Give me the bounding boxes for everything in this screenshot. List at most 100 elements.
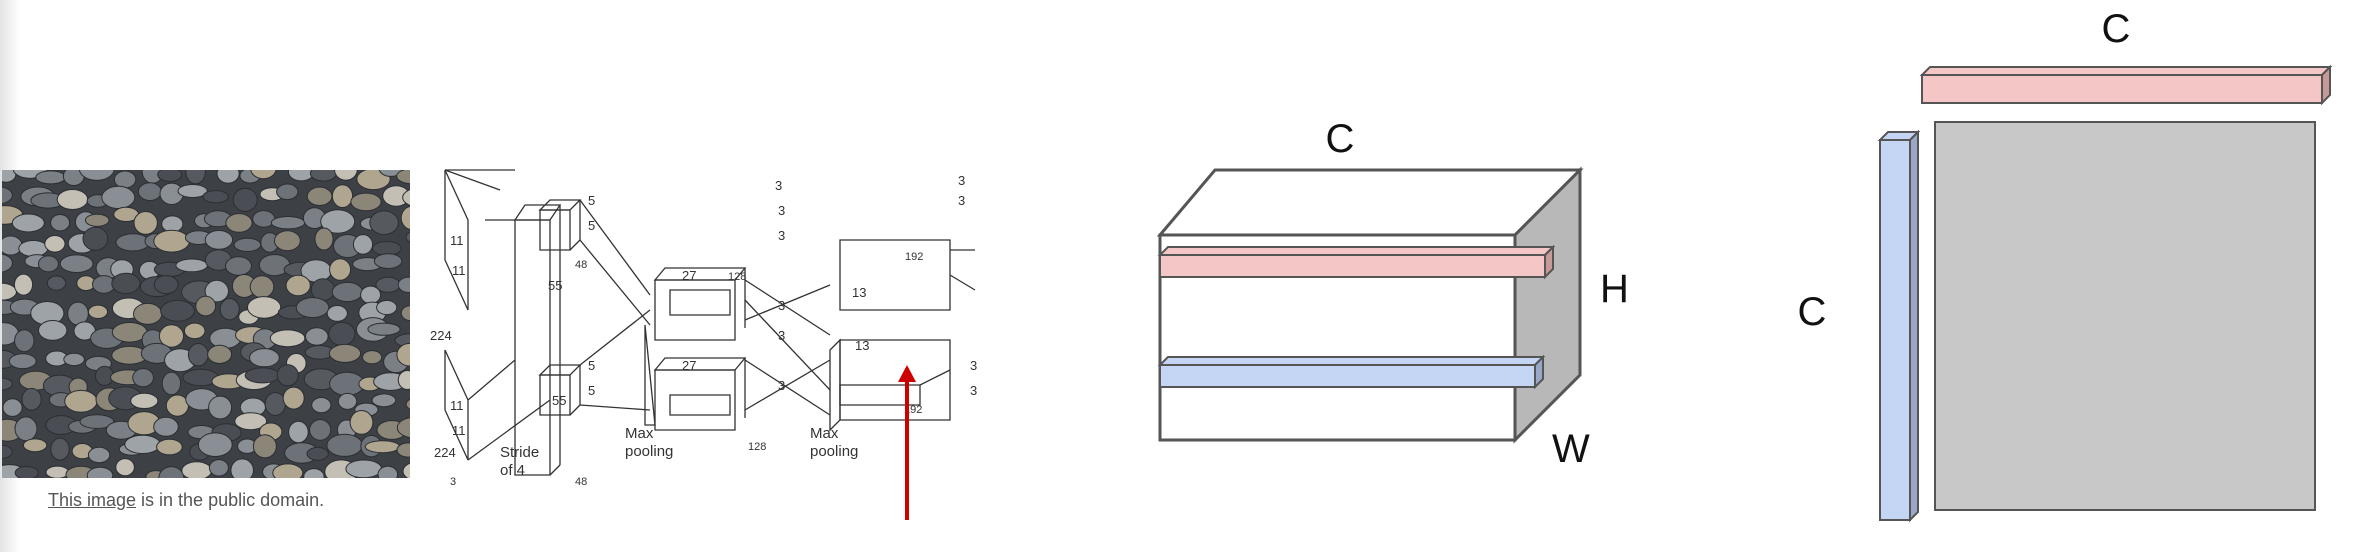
pebble	[269, 329, 306, 348]
pebbles-photo	[2, 170, 410, 478]
pebble	[59, 254, 94, 273]
pebble	[282, 386, 305, 410]
pebble	[46, 275, 67, 291]
gram-label-top-c: C	[2102, 7, 2131, 51]
pebble	[158, 324, 185, 348]
pebble	[270, 216, 306, 230]
conv3-kernel-4: 3	[970, 383, 977, 398]
gram-pink-bar	[1919, 64, 2333, 106]
pebble	[233, 237, 262, 253]
pebble	[225, 256, 252, 276]
conv2-size-label: 27	[682, 268, 696, 283]
conv2-kernel-6: 3	[778, 378, 785, 393]
pebble	[185, 170, 206, 185]
conv1-kernel-top	[539, 209, 571, 251]
pebble	[79, 414, 115, 429]
pebble	[133, 211, 158, 235]
pebble	[165, 394, 189, 417]
pebble	[396, 442, 410, 458]
pebble	[111, 272, 141, 295]
pebble	[396, 170, 410, 185]
pebble	[373, 253, 403, 269]
pebble	[82, 226, 109, 251]
pebble	[13, 273, 34, 296]
stride-label-1: Stride	[500, 444, 539, 461]
pebble	[161, 371, 182, 396]
pebble	[44, 235, 66, 253]
pebble	[2, 170, 17, 183]
cube-label-h: H	[1600, 267, 1629, 311]
pebble	[130, 392, 159, 409]
pebble	[2, 444, 13, 459]
pebble	[204, 230, 234, 250]
pebble	[45, 465, 70, 478]
pebble	[132, 368, 155, 388]
conv2-block-bottom	[654, 369, 736, 431]
pebble	[326, 433, 363, 457]
pebble	[21, 387, 42, 411]
pebble	[295, 297, 330, 319]
pebble	[160, 299, 195, 322]
conv3-kernel-2: 3	[958, 193, 965, 208]
conv1-depth-label: 48	[575, 259, 587, 271]
pebble	[181, 461, 213, 478]
pebble	[216, 170, 240, 184]
pebble	[367, 322, 401, 336]
pebble	[18, 240, 49, 257]
pebble	[247, 296, 282, 319]
red-up-arrow	[898, 365, 916, 520]
cube-label-w: W	[1552, 427, 1590, 471]
pebble	[337, 392, 358, 410]
pebble	[208, 459, 229, 477]
caption-link[interactable]: This image	[48, 490, 137, 510]
pebble	[230, 458, 254, 478]
pebble	[397, 276, 410, 293]
pebble	[276, 364, 299, 387]
pebble	[101, 185, 136, 209]
pebble	[2, 398, 23, 417]
pool2-label-1: Max	[810, 425, 839, 442]
gram-matrix-diagram: C C	[1798, 7, 2333, 523]
conv1-block	[514, 219, 551, 476]
pebble	[232, 187, 258, 212]
input-size-label-2: 224	[434, 445, 456, 460]
pebble	[400, 305, 410, 321]
pebble	[14, 466, 39, 478]
pebble	[137, 182, 162, 201]
pebble	[50, 437, 70, 461]
conv1-kernel-b: 5	[588, 218, 595, 233]
pebble	[326, 305, 348, 322]
pebble	[405, 231, 410, 243]
pebble	[371, 393, 397, 408]
pebble	[288, 420, 309, 444]
pebble	[309, 419, 332, 441]
pebble	[2, 377, 13, 391]
pebble	[306, 186, 333, 206]
conv1-depth-label-2: 48	[575, 476, 587, 488]
pebble	[8, 353, 37, 370]
pebble	[202, 190, 229, 204]
pebble	[250, 170, 277, 180]
conv2-size-label-2: 27	[682, 358, 696, 373]
pebble	[84, 213, 110, 227]
input-kernel-label-1: 11	[450, 233, 464, 248]
pebble	[153, 229, 190, 253]
pebble	[38, 320, 68, 341]
pebble	[349, 410, 374, 435]
pebble	[158, 466, 185, 478]
pebble	[364, 440, 401, 454]
pebble	[115, 233, 151, 252]
pebble	[56, 189, 89, 210]
pebble	[14, 329, 35, 353]
pebble	[225, 213, 253, 233]
conv2-depth-label: 128	[728, 271, 746, 283]
conv1-kernel-d: 5	[588, 383, 595, 398]
pebble	[249, 275, 275, 299]
pebble	[175, 258, 208, 273]
pebble	[328, 343, 362, 363]
pebble	[264, 392, 286, 416]
pebble	[305, 327, 329, 346]
pebble	[115, 458, 135, 477]
pebble	[350, 192, 382, 212]
pebble	[204, 279, 230, 303]
